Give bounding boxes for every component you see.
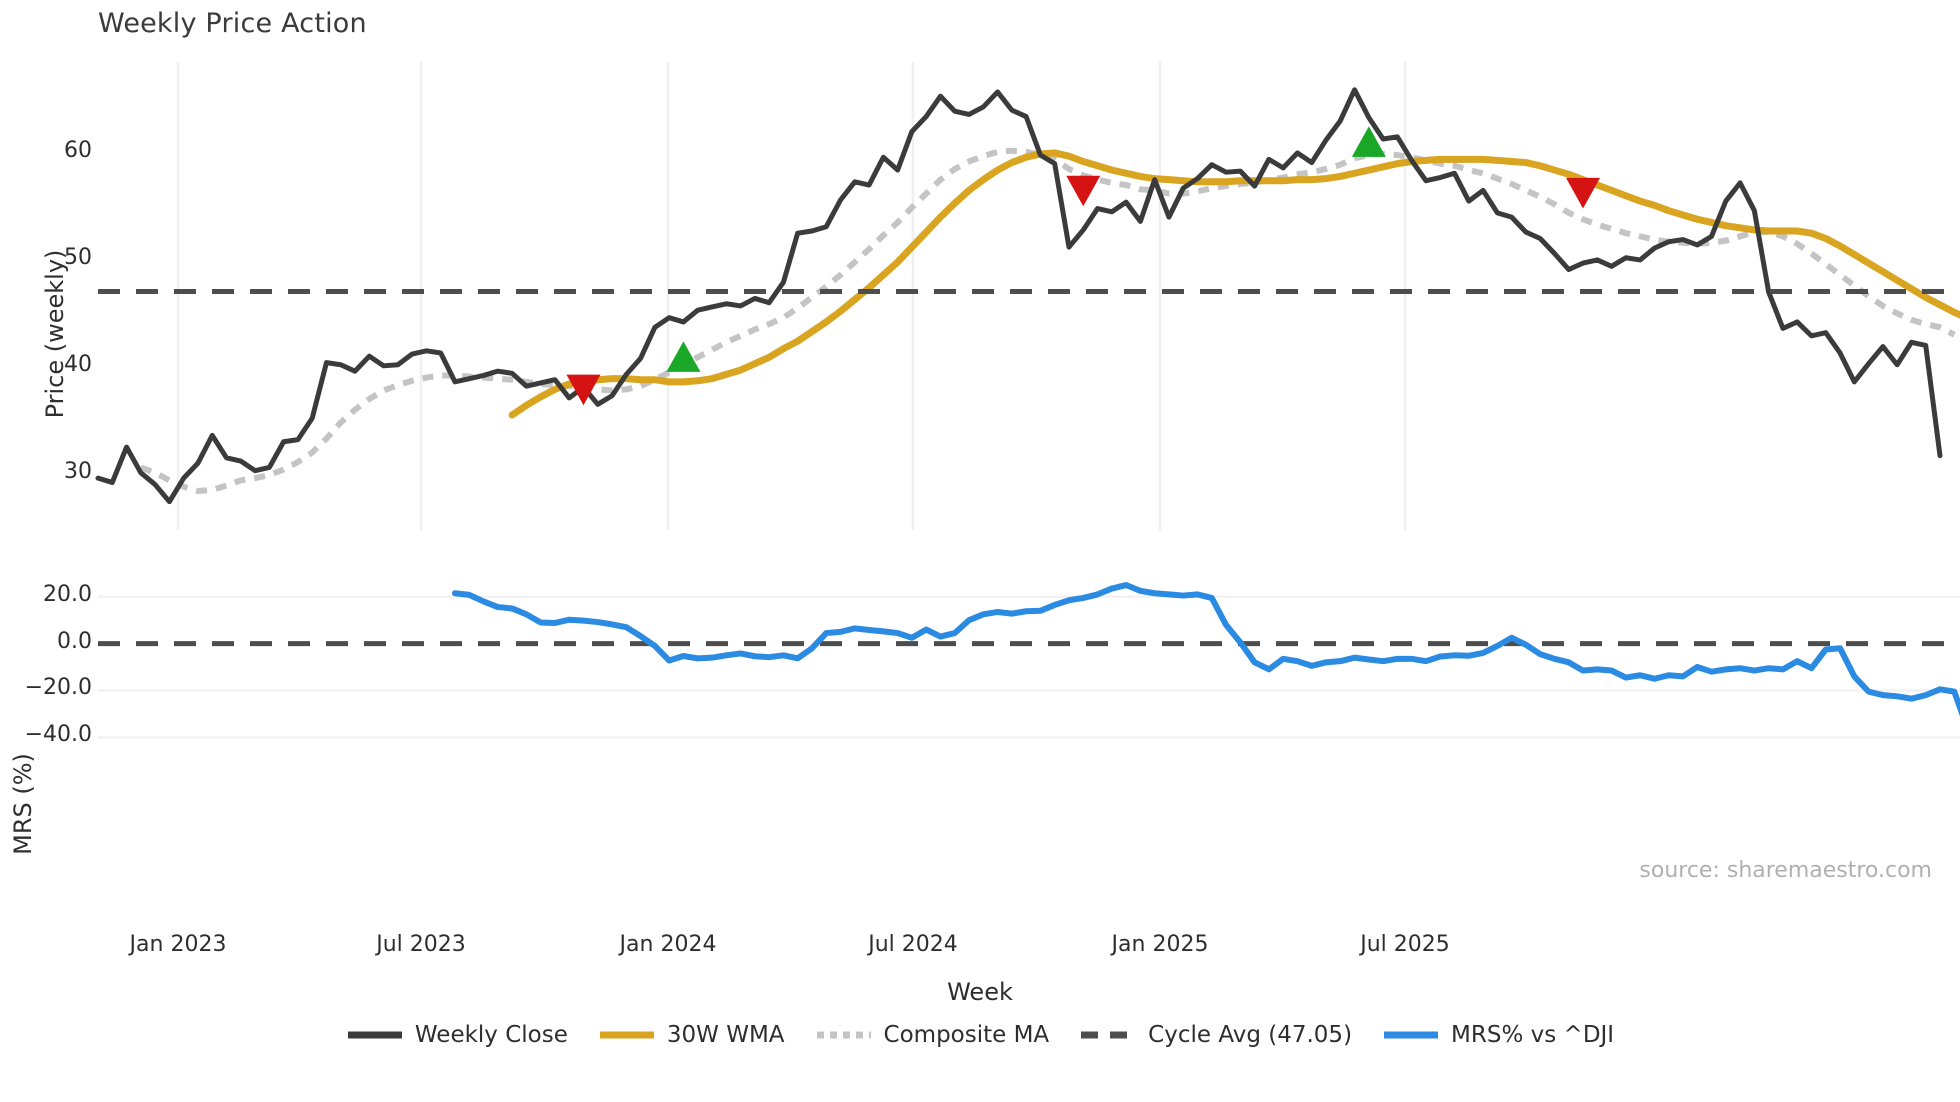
price-y-tick-1: 40	[64, 351, 92, 377]
legend-swatch-icon	[347, 1031, 402, 1039]
legend-item-0[interactable]: Weekly Close	[346, 1022, 568, 1048]
legend-label: MRS% vs ^DJI	[1451, 1022, 1615, 1048]
mrs-y-tick-3: −40.0	[24, 722, 92, 748]
legend-item-1[interactable]: 30W WMA	[598, 1022, 785, 1048]
mrs-line	[451, 582, 1960, 717]
x-tick-2: Jan 2024	[619, 932, 717, 957]
legend-label: Cycle Avg (47.05)	[1148, 1022, 1353, 1048]
price-y-tick-2: 50	[64, 244, 92, 270]
legend-item-2[interactable]: Composite MA	[815, 1022, 1050, 1048]
x-tick-1: Jul 2023	[376, 932, 466, 957]
mrs-y-tick-2: −20.0	[24, 675, 92, 701]
legend-swatch-icon	[1384, 1031, 1439, 1039]
legend-label: Weekly Close	[414, 1022, 568, 1048]
legend-swatch-icon	[599, 1031, 654, 1039]
sell-marker-icon	[1566, 177, 1601, 209]
weekly-close-line	[95, 87, 1943, 505]
x-tick-3: Jul 2024	[868, 932, 958, 957]
mrs-y-tick-1: 0.0	[57, 628, 92, 654]
x-tick-5: Jul 2025	[1360, 932, 1450, 957]
buy-marker-icon	[666, 341, 701, 372]
legend-item-3[interactable]: Cycle Avg (47.05)	[1079, 1022, 1352, 1048]
chart-title: Weekly Price Action	[98, 8, 367, 39]
legend-swatch-icon	[816, 1031, 871, 1039]
price-y-tick-3: 60	[64, 137, 92, 163]
sell-marker-icon	[1066, 175, 1101, 207]
source-watermark: source: sharemaestro.com	[1639, 858, 1932, 883]
mrs-y-tick-0: 20.0	[43, 581, 92, 607]
legend-swatch-icon	[1081, 1031, 1136, 1039]
price-panel	[95, 62, 1960, 530]
legend-label: Composite MA	[883, 1022, 1050, 1048]
sell-marker-icon	[566, 374, 601, 406]
x-tick-0: Jan 2023	[129, 932, 227, 957]
buy-marker-icon	[1351, 126, 1386, 157]
legend-item-4[interactable]: MRS% vs ^DJI	[1382, 1022, 1614, 1048]
chart-legend: Weekly Close 30W WMA Composite MA Cycle Avg…	[0, 1022, 1960, 1048]
week-axis-label: Week	[947, 978, 1013, 1006]
price-y-tick-0: 30	[64, 458, 92, 484]
legend-label: 30W WMA	[666, 1022, 785, 1048]
x-tick-4: Jan 2025	[1111, 932, 1209, 957]
